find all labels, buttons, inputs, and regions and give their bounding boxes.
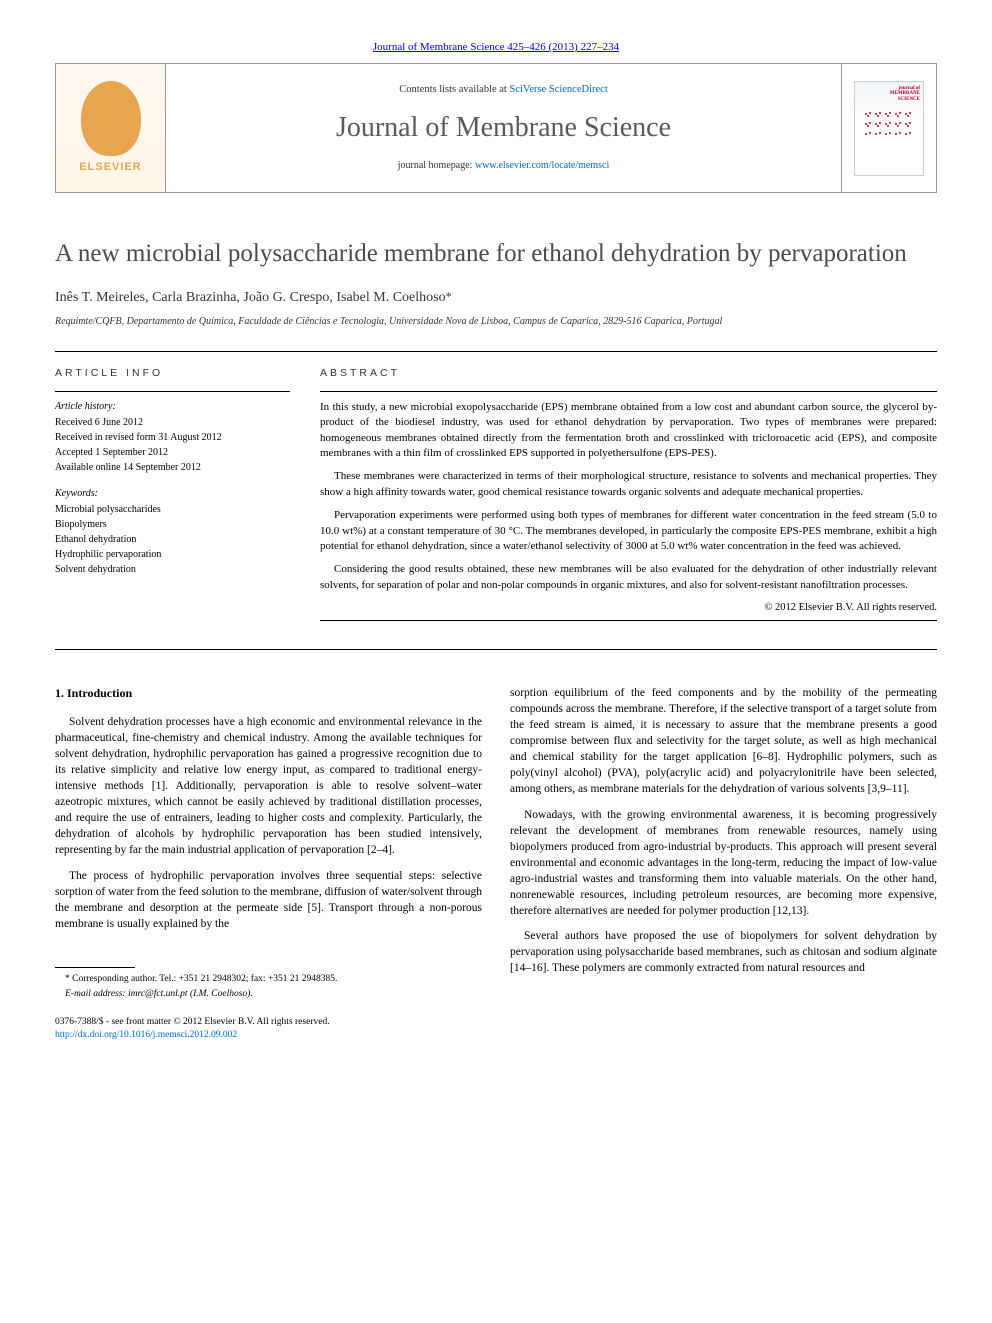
intro-p3: sorption equilibrium of the feed compone… [510,685,937,798]
footer-line1: 0376-7388/$ - see front matter © 2012 El… [55,1016,482,1029]
homepage-line: journal homepage: www.elsevier.com/locat… [398,159,610,173]
body-columns: 1. Introduction Solvent dehydration proc… [55,685,937,1042]
keyword-4: Hydrophilic pervaporation [55,548,290,562]
body-separator [55,649,937,650]
info-separator [55,391,290,392]
footer-doi: http://dx.doi.org/10.1016/j.memsci.2012.… [55,1029,482,1042]
history-accepted: Accepted 1 September 2012 [55,446,290,460]
elsevier-tree-icon [81,81,141,156]
elsevier-wordmark: ELSEVIER [79,160,141,175]
history-revised: Received in revised form 31 August 2012 [55,431,290,445]
homepage-prefix: journal homepage: [398,160,475,171]
abstract-heading: ABSTRACT [320,366,937,381]
history-online: Available online 14 September 2012 [55,461,290,475]
article-info-column: ARTICLE INFO Article history: Received 6… [55,366,290,629]
page-container: Journal of Membrane Science 425–426 (201… [0,0,992,1072]
separator [55,351,937,352]
abstract-p4: Considering the good results obtained, t… [320,562,937,593]
intro-heading: 1. Introduction [55,685,482,702]
history-received: Received 6 June 2012 [55,416,290,430]
footnote-separator [55,967,135,968]
elsevier-logo: ELSEVIER [56,64,166,192]
keyword-1: Microbial polysaccharides [55,503,290,517]
body-column-right: sorption equilibrium of the feed compone… [510,685,937,1042]
email-address: imrc@fct.unl.pt (I.M. Coelhoso). [128,989,253,999]
abstract-column: ABSTRACT In this study, a new microbial … [320,366,937,629]
journal-cover-thumbnail [841,64,936,192]
contents-line: Contents lists available at SciVerse Sci… [399,83,607,98]
keywords-label: Keywords: [55,487,290,501]
keyword-3: Ethanol dehydration [55,533,290,547]
body-column-left: 1. Introduction Solvent dehydration proc… [55,685,482,1042]
journal-reference: Journal of Membrane Science 425–426 (201… [55,40,937,55]
keyword-5: Solvent dehydration [55,563,290,577]
authors: Inês T. Meireles, Carla Brazinha, João G… [55,288,937,308]
abstract-text: In this study, a new microbial exopolysa… [320,400,937,593]
masthead-center: Contents lists available at SciVerse Sci… [166,64,841,192]
abstract-p1: In this study, a new microbial exopolysa… [320,400,937,462]
contents-prefix: Contents lists available at [399,84,509,95]
corresponding-footnote: * Corresponding author. Tel.: +351 21 29… [55,973,482,986]
journal-name: Journal of Membrane Science [336,108,671,147]
metadata-row: ARTICLE INFO Article history: Received 6… [55,366,937,629]
intro-p4: Nowadays, with the growing environmental… [510,807,937,920]
abstract-p2: These membranes were characterized in te… [320,469,937,500]
keyword-2: Biopolymers [55,518,290,532]
masthead: ELSEVIER Contents lists available at Sci… [55,63,937,193]
title-section: A new microbial polysaccharide membrane … [55,238,937,329]
intro-p2: The process of hydrophilic pervaporation… [55,868,482,932]
doi-link[interactable]: http://dx.doi.org/10.1016/j.memsci.2012.… [55,1030,237,1040]
abstract-separator [320,391,937,392]
abstract-copyright: © 2012 Elsevier B.V. All rights reserved… [320,601,937,616]
sciencedirect-link[interactable]: SciVerse ScienceDirect [509,84,607,95]
author-list: Inês T. Meireles, Carla Brazinha, João G… [55,290,446,305]
cover-image [854,81,924,176]
homepage-link[interactable]: www.elsevier.com/locate/memsci [475,160,609,171]
affiliation: Requimte/CQFB, Departamento de Química, … [55,315,937,329]
abstract-end-separator [320,620,937,621]
email-footnote: E-mail address: imrc@fct.unl.pt (I.M. Co… [55,988,482,1001]
article-title: A new microbial polysaccharide membrane … [55,238,937,269]
corresponding-marker: * [446,289,452,303]
journal-ref-link[interactable]: Journal of Membrane Science 425–426 (201… [373,41,619,53]
history-label: Article history: [55,400,290,414]
intro-p5: Several authors have proposed the use of… [510,928,937,976]
article-info-heading: ARTICLE INFO [55,366,290,381]
abstract-p3: Pervaporation experiments were performed… [320,508,937,554]
email-label: E-mail address: [65,989,126,999]
intro-p1: Solvent dehydration processes have a hig… [55,714,482,859]
